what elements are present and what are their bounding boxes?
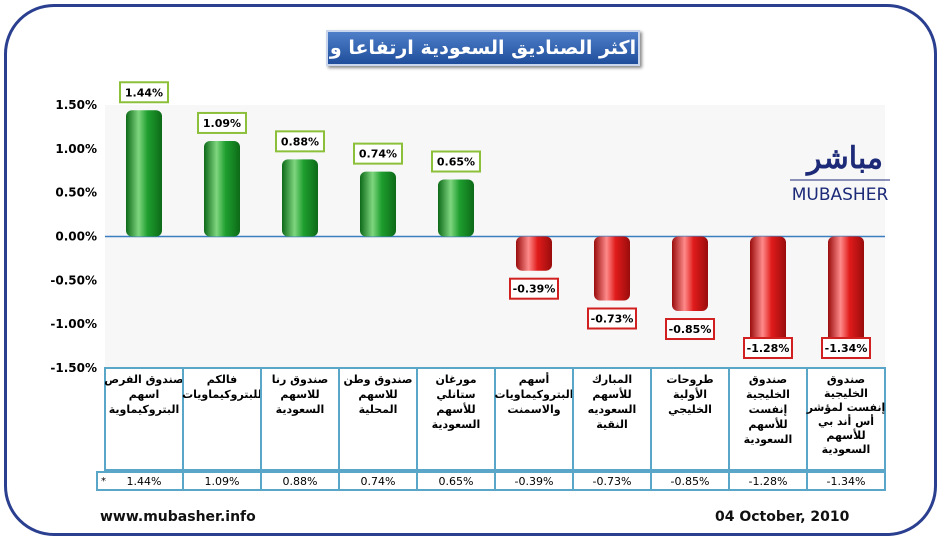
bar	[438, 179, 474, 237]
category-label: صندوق وطن للاسهم المحلية	[343, 373, 412, 416]
y-tick-label: 0.50%	[55, 186, 97, 200]
bar	[594, 236, 630, 301]
data-label: -1.34%	[825, 342, 868, 355]
bar	[750, 236, 786, 349]
table-value: -0.85%	[671, 475, 710, 488]
category-label: المبارك للأسهم السعوديه النقية	[588, 373, 637, 431]
chart-title: اكثر الصناديق السعودية ارتفاعا و تراجعا	[326, 30, 640, 91]
outer-frame	[4, 4, 937, 536]
bar	[360, 171, 396, 237]
category-label: أسهم البتروكيماويات والاسمنت	[494, 372, 573, 416]
y-tick-label: 1.50%	[55, 98, 97, 112]
data-label-box	[509, 277, 559, 300]
category-label: فالكم للبتروكيماويات	[182, 373, 262, 401]
chart-date: 04 October, 2010	[715, 509, 850, 525]
y-tick-label: 1.00%	[55, 142, 97, 156]
category-label: صندوق رنا للاسهم السعودية	[272, 373, 329, 416]
data-label: -0.73%	[591, 312, 634, 325]
category-label: صندوق الخليجية إنفست للأسهم السعودية	[744, 373, 793, 446]
data-label: -0.39%	[513, 283, 556, 296]
y-tick-label: -1.50%	[50, 361, 97, 375]
data-label: 0.88%	[281, 135, 319, 148]
table-value: 0.88%	[283, 475, 318, 488]
table-value: 0.74%	[361, 475, 396, 488]
data-label-box	[197, 111, 247, 134]
data-label: 1.44%	[125, 86, 163, 99]
mubasher-logo-latin: MUBASHER	[792, 185, 889, 205]
table-value: -0.73%	[593, 475, 632, 488]
data-label-box	[743, 337, 793, 359]
data-label-box	[431, 150, 481, 173]
data-label-box	[821, 337, 871, 359]
data-label-box	[665, 318, 715, 341]
table-value: -1.28%	[749, 475, 788, 488]
category-label: مورغان ستانلي للأسهم السعودية	[432, 373, 481, 431]
y-tick-label: -1.00%	[50, 317, 97, 331]
data-label: 1.09%	[203, 117, 241, 130]
website-link[interactable]: www.mubasher.info	[100, 509, 256, 525]
bar	[126, 110, 162, 237]
data-label-box	[119, 81, 169, 104]
data-label: 0.65%	[437, 156, 475, 169]
data-label-box	[353, 142, 403, 165]
table-value: -0.39%	[515, 475, 554, 488]
data-label-box	[275, 130, 325, 153]
bar	[204, 140, 240, 237]
y-tick-label: -0.50%	[50, 273, 97, 287]
bar	[516, 236, 552, 271]
bar	[282, 159, 318, 237]
category-label: صندوق الفرص اسهم البتروكيماوية	[104, 373, 183, 416]
data-label: -1.28%	[747, 342, 790, 355]
mubasher-logo-arabic: مباشر	[805, 141, 883, 176]
data-label: 0.74%	[359, 148, 397, 161]
y-tick-label: 0.00%	[55, 230, 97, 244]
value-table	[96, 471, 886, 491]
category-label: طروحات الأولية الخليجي	[666, 373, 713, 416]
table-value: 0.65%	[439, 475, 474, 488]
data-label: -0.85%	[669, 323, 712, 336]
bar	[672, 236, 708, 312]
table-value: 1.44%	[127, 475, 162, 488]
category-label: صندوق الخليجية إنفست لمؤشر أس أند بي للأسهم ا…	[806, 373, 886, 456]
table-value: -1.34%	[827, 475, 866, 488]
table-marker: *	[101, 476, 106, 487]
bar	[828, 236, 864, 354]
data-label-box	[587, 307, 637, 330]
table-value: 1.09%	[205, 475, 240, 488]
